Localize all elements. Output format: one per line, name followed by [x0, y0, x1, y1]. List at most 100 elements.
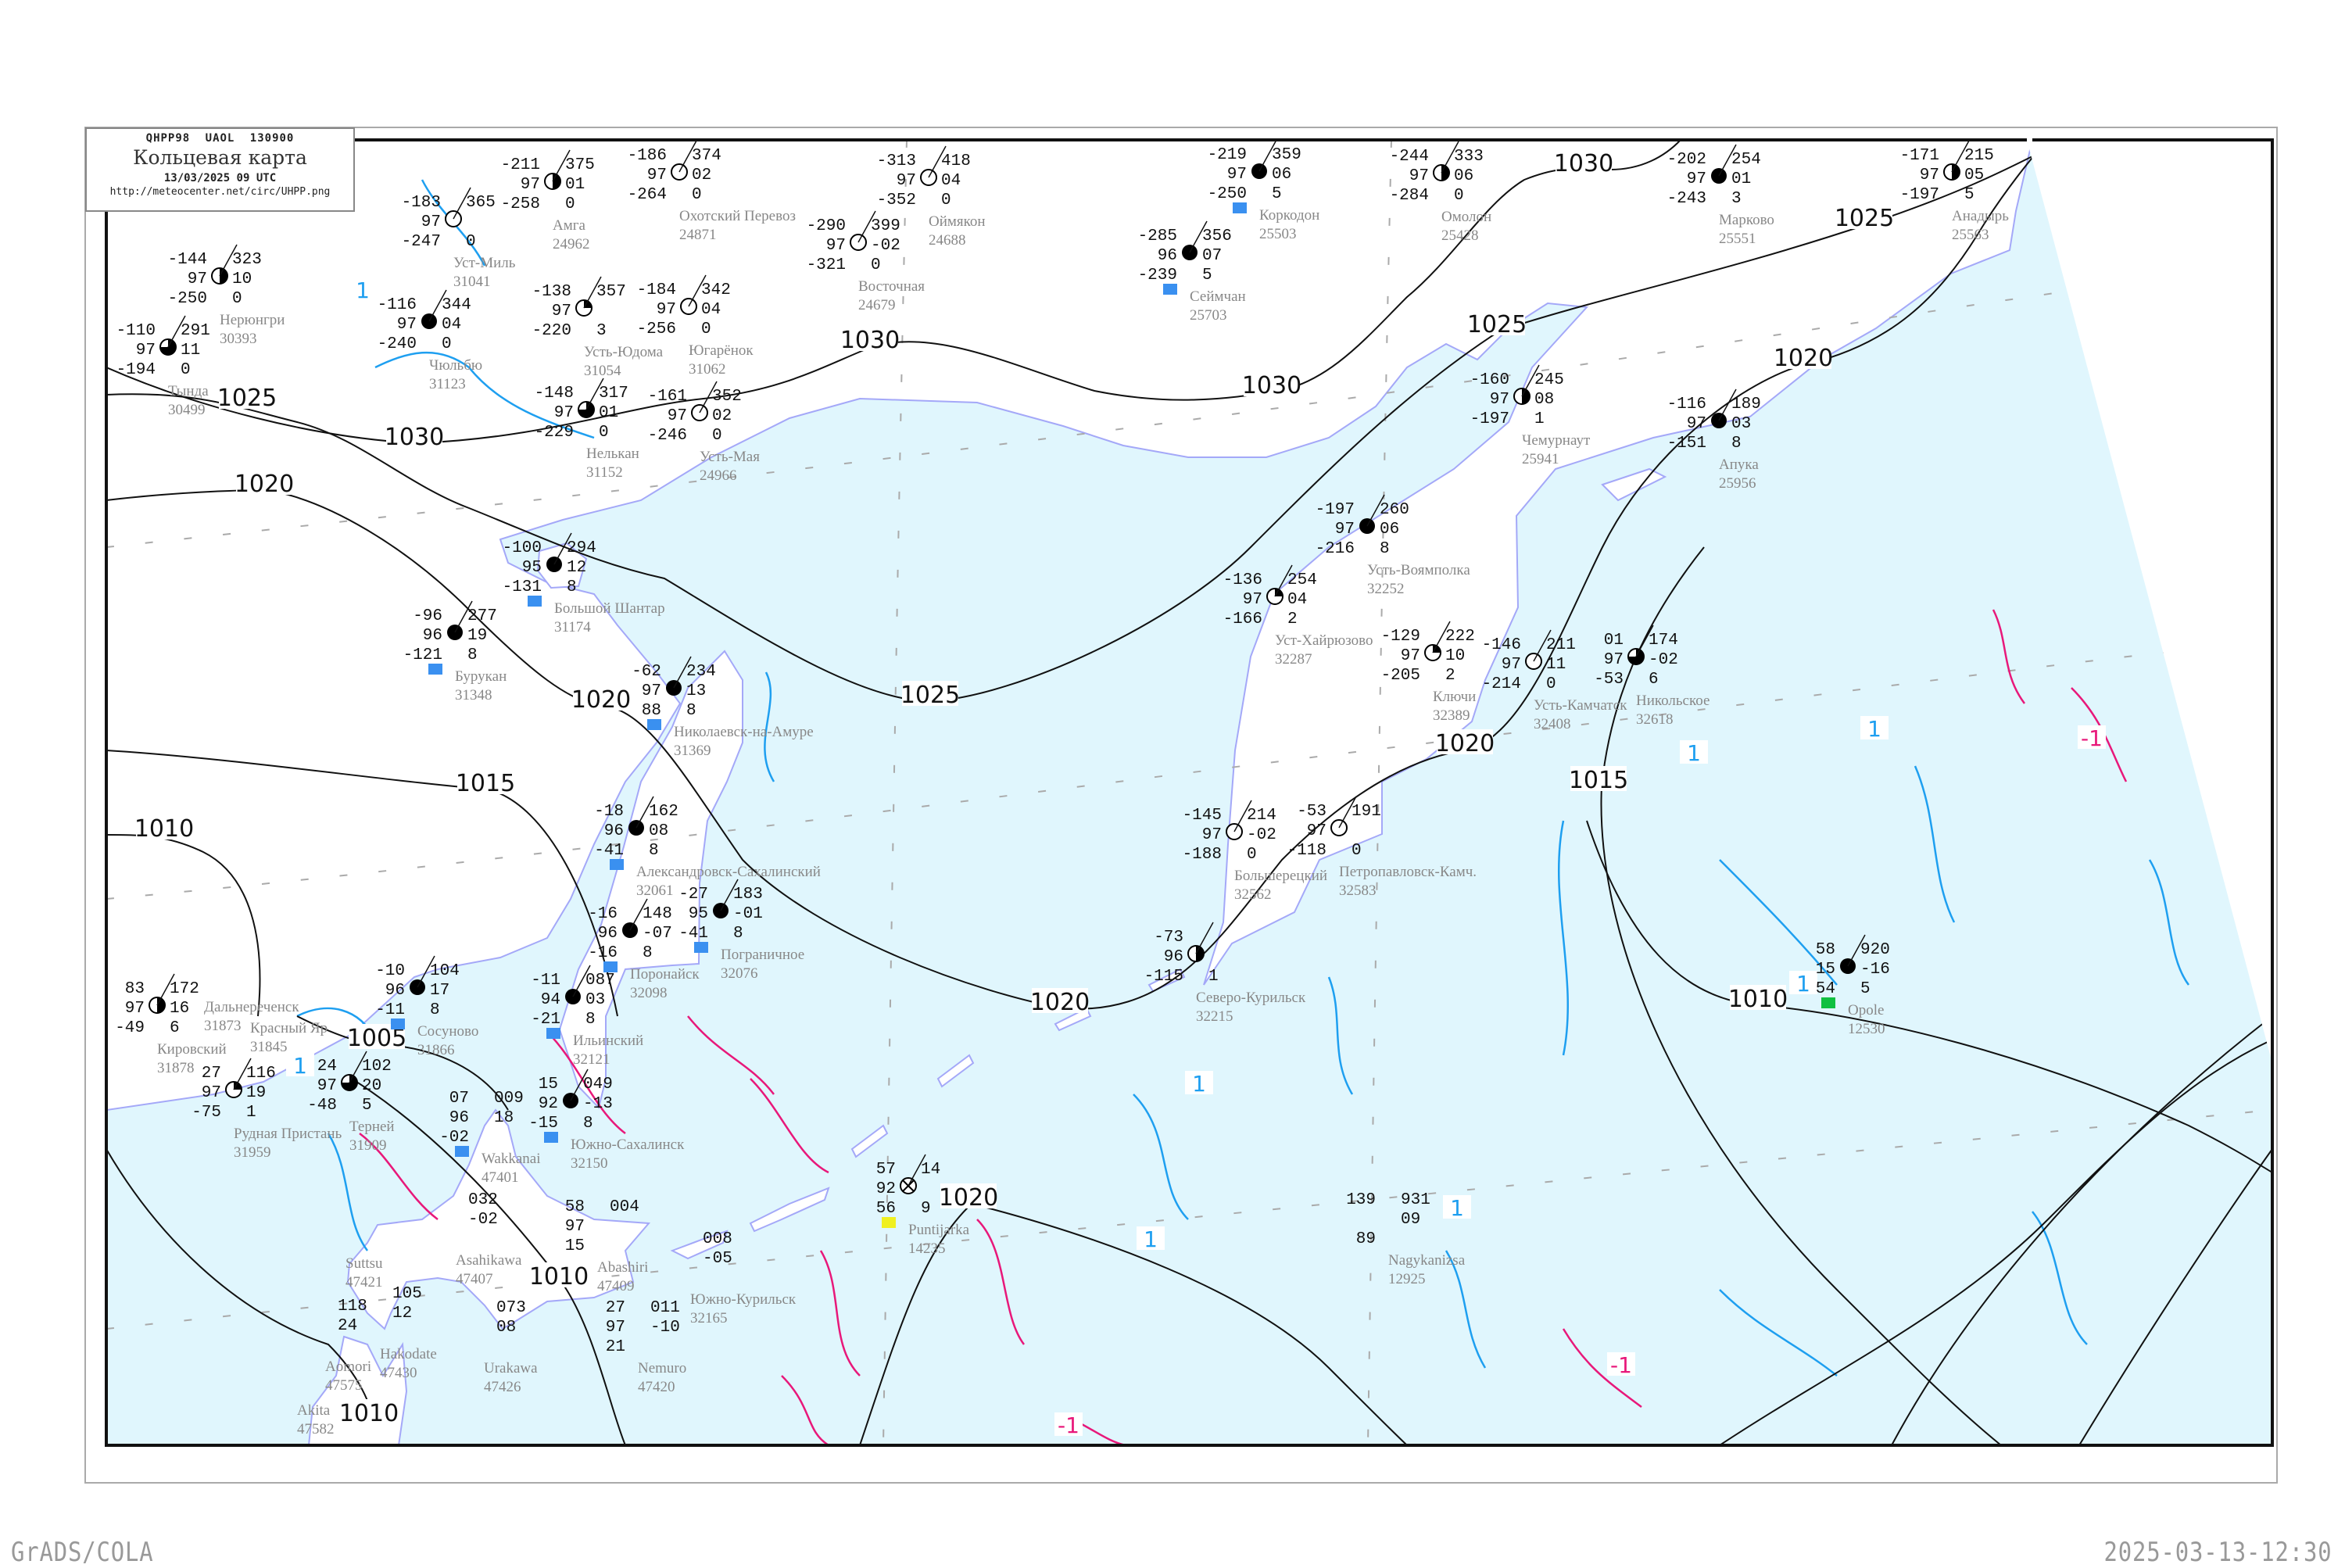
station-cloud-amount: 5 [1202, 267, 1212, 285]
wind-barb-icon [1233, 800, 1252, 832]
station-name: Puntijarka [908, 1222, 970, 1238]
station-index: 32098 [630, 985, 668, 1001]
source-url[interactable]: http://meteocenter.net/circ/UHPP.png [109, 186, 331, 198]
station-dewpoint: -240 [378, 335, 417, 353]
station-cloud-amount: 8 [643, 944, 653, 962]
isobar-label-group: 1005 [347, 1024, 406, 1052]
station-cloud-amount: 0 [701, 320, 711, 338]
station-dewpoint: -243 [1667, 190, 1706, 208]
station-pressure: 118 [338, 1298, 367, 1316]
temp-label-bg [1137, 1226, 1165, 1250]
station-tendency: 19 [246, 1084, 266, 1102]
station-index: 24679 [858, 297, 896, 313]
station-temperature: -144 [168, 251, 207, 269]
station-name: Чюльбю [429, 357, 482, 374]
station-index: 24871 [679, 227, 717, 243]
wind-barb-icon [678, 140, 697, 173]
station-pressure: 277 [467, 607, 497, 625]
station-temperature: -197 [1316, 501, 1355, 519]
isobar-label-group: 1010 [1728, 985, 1788, 1013]
station-temperature: -53 [1297, 803, 1326, 821]
station-name: Южно-Курильск [690, 1291, 797, 1308]
temp-label-bg [1860, 716, 1889, 739]
station-visibility: 97 [521, 176, 540, 194]
station-temperature: -18 [594, 803, 624, 821]
station-pressure: 174 [1649, 632, 1678, 650]
station-tendency: 13 [686, 682, 706, 700]
isobar-label: 1025 [1835, 205, 1894, 232]
station-index: 32252 [1367, 581, 1405, 597]
station-tendency: 10 [232, 270, 252, 288]
station-dewpoint: -205 [1381, 667, 1420, 685]
station-visibility: 95 [522, 559, 542, 577]
isobar-label: 1025 [900, 682, 960, 709]
station-visibility: 97 [1243, 591, 1262, 609]
station-visibility: 97 [1604, 651, 1624, 669]
station-index: 47426 [484, 1379, 521, 1395]
station-visibility: 97 [647, 166, 667, 184]
wind-barb-icon [1718, 388, 1737, 421]
station-pressure: 359 [1272, 146, 1301, 164]
temp-label-group: -1 [1607, 1352, 1635, 1378]
shantar-island [536, 542, 588, 589]
station-visibility: 97 [421, 213, 441, 231]
station-dewpoint: 54 [1816, 980, 1835, 998]
station-index: 31845 [250, 1039, 288, 1055]
isobar-label-group: 1015 [1569, 766, 1628, 794]
kuril-island [1147, 968, 1186, 993]
station-tendency: 12 [392, 1305, 412, 1323]
station-dewpoint: -21 [531, 1011, 560, 1029]
station-name: Уст-Миль [453, 255, 516, 271]
station-tendency: -13 [583, 1095, 613, 1113]
isobar-label: 1010 [529, 1263, 589, 1291]
temp-label-group: 1 [349, 277, 377, 303]
isobar-label: 1020 [1030, 989, 1090, 1016]
station-cloud-amount: 3 [596, 322, 607, 340]
station-name: Бурукан [455, 668, 507, 685]
station-name: Нелькан [586, 446, 639, 462]
isobars [106, 140, 2272, 1445]
station-index: 25956 [1719, 475, 1756, 492]
station-index: 14235 [908, 1240, 946, 1257]
isobar-label: 1015 [456, 770, 515, 797]
isobar-label-group: 1030 [1554, 149, 1613, 177]
station-visibility: 97 [1401, 647, 1420, 665]
station-index: 32287 [1275, 651, 1312, 668]
station-index: 31054 [584, 363, 621, 379]
station-pressure: 344 [442, 296, 471, 314]
station-pressure: 191 [1352, 803, 1381, 821]
isobar-label-bg [1570, 766, 1627, 791]
station-dewpoint: -115 [1144, 968, 1183, 986]
station-temperature: 07 [449, 1090, 469, 1108]
wind-barb-icon [1521, 364, 1540, 397]
station-name: Коркодон [1259, 207, 1319, 224]
station-pressure: 049 [583, 1076, 613, 1094]
station-temperature: -202 [1667, 151, 1706, 169]
station-visibility: 97 [125, 1000, 145, 1018]
station-index: 47575 [325, 1377, 363, 1394]
station-tendency: -01 [733, 905, 763, 923]
isobar-label: 1030 [1242, 372, 1301, 399]
station-tendency: -05 [703, 1250, 732, 1268]
station-cloud-amount: 2 [1445, 667, 1455, 685]
station-dewpoint: -264 [628, 186, 667, 204]
station-dewpoint: -197 [1470, 410, 1509, 428]
isobar-label-group: 1020 [1030, 988, 1090, 1016]
temp-label-bg [1789, 971, 1817, 994]
wind-barb-icon [673, 656, 692, 689]
station-index: 31123 [429, 376, 466, 392]
station-index: 47430 [380, 1365, 417, 1381]
isobar-label-bg [386, 423, 442, 448]
station-cloud-amount: 0 [565, 195, 575, 213]
station-index: 47421 [345, 1274, 383, 1291]
station-visibility: 97 [1409, 167, 1429, 185]
station-index: 31959 [234, 1144, 271, 1161]
precipitation-marker-icon [546, 1028, 560, 1039]
station-marker: -184 97-256 342 040 Югарёнок 31062 [637, 274, 754, 378]
isobar-label-bg [902, 681, 958, 706]
station-index: 32562 [1234, 886, 1272, 903]
